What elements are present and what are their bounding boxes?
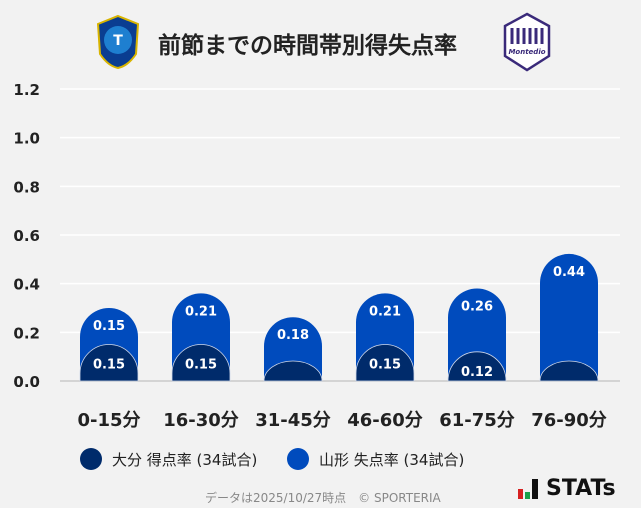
bar-oita xyxy=(171,344,231,382)
data-label-yamagata: 0.44 xyxy=(553,265,585,280)
legend-label-yamagata: 山形 失点率 (34試合) xyxy=(319,450,465,469)
y-tick-label: 0.0 xyxy=(13,373,40,391)
bar-oita xyxy=(355,344,415,382)
bar-oita xyxy=(79,344,139,382)
legend-swatch-yamagata xyxy=(287,448,309,470)
data-label-oita: 0.15 xyxy=(369,358,401,373)
legend-item-oita: 大分 得点率 (34試合) xyxy=(80,448,257,470)
legend-item-yamagata: 山形 失点率 (34試合) xyxy=(287,448,464,470)
data-label-oita: 0.15 xyxy=(185,358,217,373)
data-label-yamagata: 0.21 xyxy=(185,304,217,319)
x-tick-label: 31-45分 xyxy=(255,410,331,431)
data-label-oita: 0.12 xyxy=(461,365,493,380)
x-tick-label: 16-30分 xyxy=(163,410,239,431)
bar-oita xyxy=(447,351,507,382)
bar-oita xyxy=(263,360,323,382)
data-label-oita: 0.15 xyxy=(93,358,125,373)
y-tick-label: 1.2 xyxy=(13,81,40,99)
y-tick-label: 0.8 xyxy=(13,178,40,196)
stats-bars-icon xyxy=(518,478,538,499)
y-tick-label: 0.4 xyxy=(13,276,40,294)
y-tick-label: 1.0 xyxy=(13,130,40,148)
legend-label-oita: 大分 得点率 (34試合) xyxy=(112,450,258,469)
bar-chart: 0.0 0.2 0.4 0.6 0.8 1.0 1.2 0.15 0.15 0-15分 0.21 0.… xyxy=(13,81,620,431)
y-tick-label: 0.2 xyxy=(13,324,40,342)
data-label-yamagata: 0.18 xyxy=(277,328,309,343)
x-tick-label: 0-15分 xyxy=(77,410,140,431)
data-label-yamagata: 0.15 xyxy=(93,319,125,334)
x-tick-label: 61-75分 xyxy=(439,410,515,431)
footer-note: データは2025/10/27時点 © SPORTERIA xyxy=(205,491,441,505)
stats-brand: STATs xyxy=(546,476,616,501)
chart-title: 前節までの時間帯別得失点率 xyxy=(158,33,457,59)
legend-swatch-oita xyxy=(80,448,102,470)
svg-text:Montedio: Montedio xyxy=(508,48,545,56)
stats-logo: STATs xyxy=(518,476,616,501)
bar-oita xyxy=(539,360,599,382)
data-label-yamagata: 0.21 xyxy=(369,304,401,319)
y-tick-label: 0.6 xyxy=(13,227,40,245)
bar-yamagata xyxy=(540,253,598,381)
yamagata-logo: Montedio xyxy=(503,12,551,72)
x-tick-label: 76-90分 xyxy=(531,410,607,431)
x-tick-label: 46-60分 xyxy=(347,410,423,431)
data-label-yamagata: 0.26 xyxy=(461,300,493,315)
oita-logo: T xyxy=(96,14,140,70)
svg-text:T: T xyxy=(113,33,123,49)
